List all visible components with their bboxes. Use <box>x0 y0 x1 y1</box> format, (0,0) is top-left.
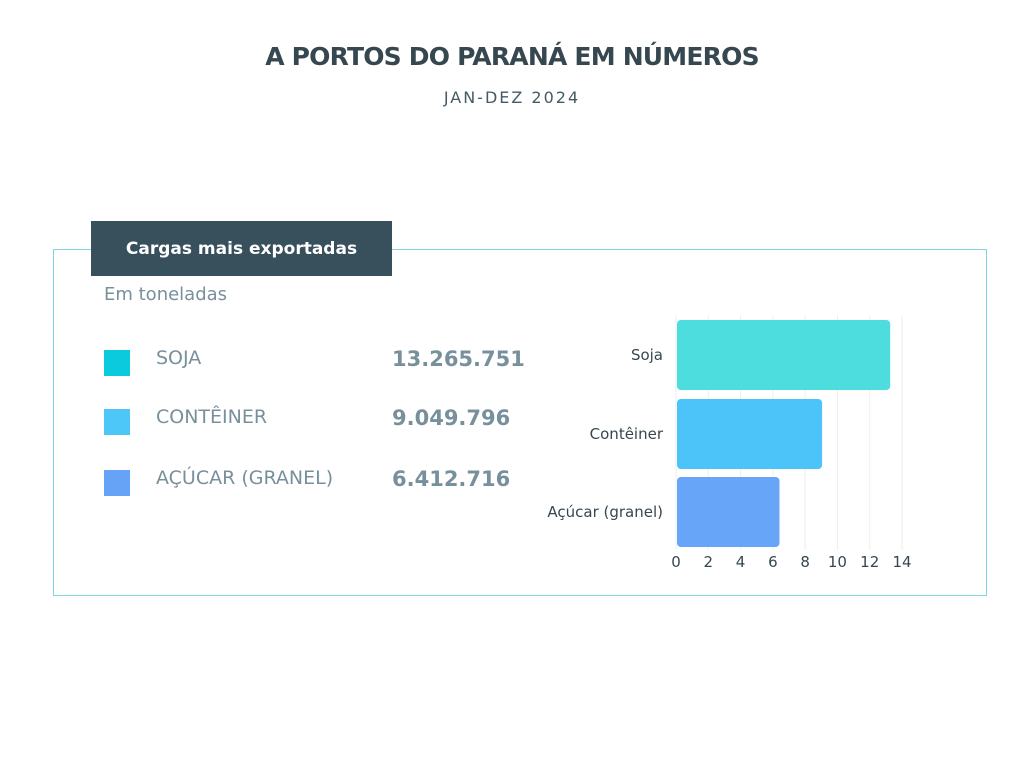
bar-2 <box>677 399 823 469</box>
x-tick-label: 6 <box>768 553 778 571</box>
x-tick-label: 10 <box>828 553 847 571</box>
unit-label: Em toneladas <box>104 284 228 305</box>
legend-value: 6.412.716 <box>392 467 511 491</box>
exports-bar-chart: Soja Contêiner Açúcar (granel) 0 2 4 6 8 10 12 14 <box>547 315 912 571</box>
category-label: Contêiner <box>590 425 664 443</box>
legend-value: 13.265.751 <box>392 347 525 371</box>
x-tick-label: 8 <box>800 553 810 571</box>
legend-value: 9.049.796 <box>392 406 511 430</box>
x-tick-label: 14 <box>892 553 911 571</box>
x-tick-label: 0 <box>671 553 681 571</box>
category-label: Açúcar (granel) <box>547 503 663 521</box>
page-subtitle: JAN-DEZ 2024 <box>443 88 581 107</box>
x-tick-label: 12 <box>860 553 879 571</box>
legend-label: SOJA <box>156 347 202 369</box>
card-heading: Cargas mais exportadas <box>91 221 392 276</box>
legend-swatch <box>104 350 130 376</box>
category-label: Soja <box>631 346 663 364</box>
x-tick-label: 2 <box>704 553 714 571</box>
bar-3 <box>677 477 780 547</box>
legend-swatch <box>104 409 130 435</box>
legend-label: CONTÊINER <box>156 406 268 428</box>
legend-label: AÇÚCAR (GRANEL) <box>156 467 334 489</box>
bar-1 <box>677 320 891 390</box>
legend-swatch <box>104 470 130 496</box>
page-title: A PORTOS DO PARANÁ EM NÚMEROS <box>265 42 759 71</box>
x-tick-label: 4 <box>736 553 746 571</box>
exports-card <box>53 249 987 596</box>
